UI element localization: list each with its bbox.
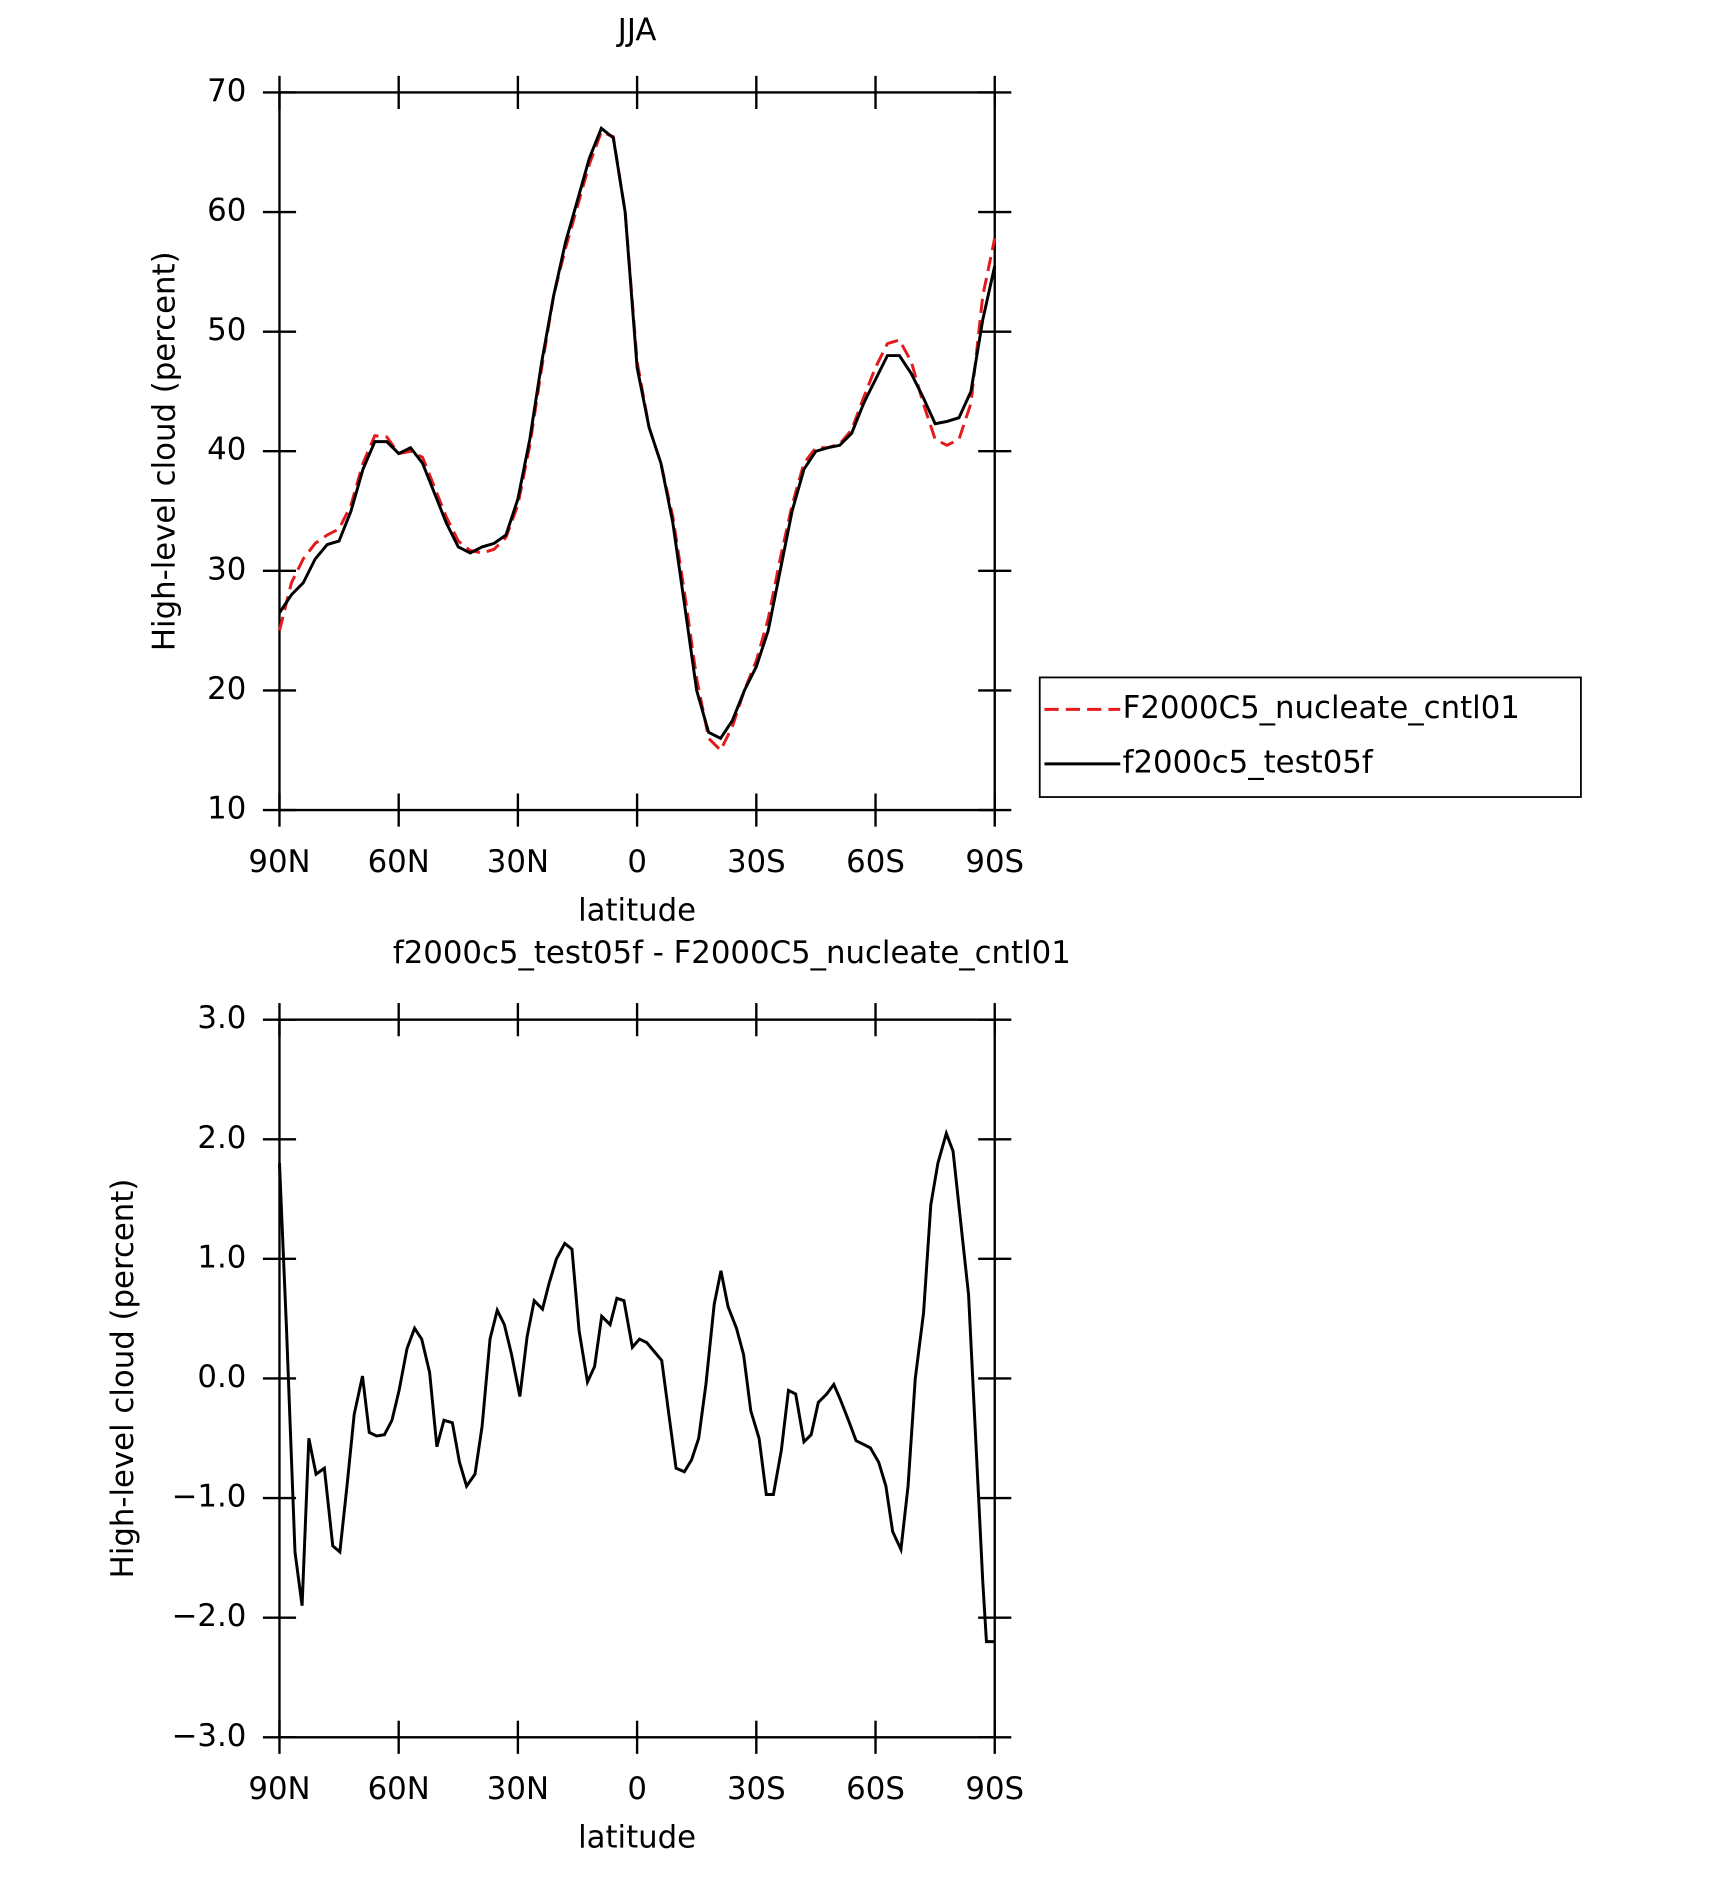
y-tick-label: 1.0 [197, 1239, 246, 1275]
x-tick-label: 60N [368, 1771, 430, 1807]
y-tick-label: −3.0 [172, 1718, 247, 1754]
x-axis-label: latitude [578, 892, 696, 928]
x-tick-label: 90N [248, 844, 310, 880]
x-tick-label: 30N [487, 1771, 549, 1807]
x-tick-label: 30S [727, 844, 786, 880]
y-tick-label: 60 [207, 193, 246, 229]
y-tick-label: 70 [207, 73, 246, 109]
y-tick-label: 3.0 [197, 1000, 246, 1036]
y-tick-label: 50 [207, 312, 246, 348]
x-tick-label: 30S [727, 1771, 786, 1807]
x-tick-label: 60S [846, 1771, 905, 1807]
y-tick-label: 10 [207, 791, 246, 827]
y-tick-label: −1.0 [172, 1479, 247, 1515]
y-tick-label: 2.0 [197, 1120, 246, 1156]
y-tick-label: −2.0 [172, 1598, 247, 1634]
plot-frame [278, 91, 996, 812]
x-axis-label: latitude [578, 1820, 696, 1856]
x-tick-label: 30N [487, 844, 549, 880]
x-tick-label: 0 [627, 844, 647, 880]
chart-title: JJA [616, 13, 657, 49]
legend-label: f2000c5_test05f [1123, 744, 1374, 780]
y-tick-label: 20 [207, 671, 246, 707]
x-tick-label: 90S [965, 1771, 1024, 1807]
x-tick-label: 60S [846, 844, 905, 880]
x-tick-label: 90N [248, 1771, 310, 1807]
x-tick-label: 60N [368, 844, 430, 880]
y-axis-label: High-level cloud (percent) [146, 251, 182, 651]
plot-frame [278, 1018, 996, 1739]
y-tick-label: 40 [207, 432, 246, 468]
legend-label: F2000C5_nucleate_cntl01 [1123, 690, 1520, 726]
y-tick-label: 0.0 [197, 1359, 246, 1395]
chart-title: f2000c5_test05f - F2000C5_nucleate_cntl0… [393, 935, 1071, 971]
series-line [277, 1128, 995, 1644]
legend-box [1038, 676, 1582, 798]
y-tick-label: 30 [207, 551, 246, 587]
x-tick-label: 90S [965, 844, 1024, 880]
x-tick-label: 0 [627, 1771, 647, 1807]
y-axis-label: High-level cloud (percent) [105, 1179, 141, 1579]
series-line [278, 125, 997, 741]
